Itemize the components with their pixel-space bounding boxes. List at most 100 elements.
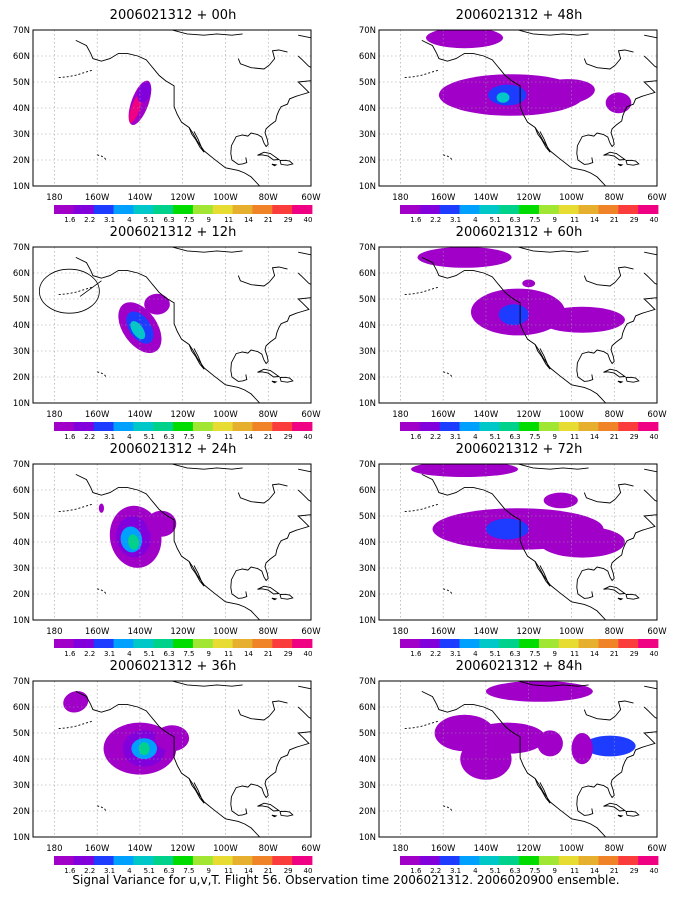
legend-swatch <box>400 639 421 648</box>
legend-label: 3.1 <box>450 433 461 441</box>
map-panel-5: 2006021312 + 72h 10N 20N 30N 40N 50N 60N 70N 180… <box>346 434 692 659</box>
legend-label: 14 <box>590 433 599 441</box>
legend-label: 2.2 <box>430 216 441 224</box>
legend-swatch <box>292 639 313 648</box>
legend-label: 9 <box>207 216 211 224</box>
lon-label: 100W <box>213 193 238 203</box>
lon-label: 140W <box>474 410 499 420</box>
legend-label: 29 <box>284 650 293 658</box>
legend-swatch <box>578 422 599 431</box>
panel-title: 2006021312 + 84h <box>455 659 583 674</box>
panel-title: 2006021312 + 36h <box>109 659 237 674</box>
legend-swatch <box>598 422 619 431</box>
lon-label: 120W <box>516 193 541 203</box>
legend-label: 7.5 <box>183 433 194 441</box>
legend-swatch <box>400 205 421 214</box>
legend-label: 11 <box>224 867 233 875</box>
map-plot: 10N 20N 30N 40N 50N 60N 70N 180 160W 140W 120W 100W… <box>359 243 667 441</box>
legend-label: 21 <box>610 216 619 224</box>
variance-region <box>537 730 563 757</box>
legend-swatch <box>479 205 500 214</box>
variance-region <box>411 464 518 477</box>
legend-swatch <box>439 422 460 431</box>
legend-label: 9 <box>553 867 557 875</box>
legend-label: 29 <box>630 650 639 658</box>
legend-swatch <box>292 422 313 431</box>
legend-swatch <box>519 422 540 431</box>
variance-region <box>543 492 578 509</box>
lat-label: 60N <box>359 486 376 496</box>
legend-swatch <box>439 639 460 648</box>
legend-label: 9 <box>207 867 211 875</box>
lon-label: 140W <box>128 193 153 203</box>
figure-caption: Signal Variance for u,v,T. Flight 56. Ob… <box>72 873 620 887</box>
legend-label: 5.1 <box>490 433 501 441</box>
legend-label: 7.5 <box>529 650 540 658</box>
legend-label: 5.1 <box>490 867 501 875</box>
legend-swatch <box>479 639 500 648</box>
legend-label: 2.2 <box>84 216 95 224</box>
variance-region <box>496 92 510 103</box>
legend-swatch <box>113 856 134 865</box>
lon-label: 80W <box>605 410 625 420</box>
lat-label: 70N <box>359 243 376 253</box>
map-panel-4: 2006021312 + 24h 10N 20N 30N 40N 50N 60N 70N 180… <box>0 434 346 659</box>
lon-label: 60W <box>301 410 321 420</box>
legend-swatch <box>73 205 95 214</box>
lon-label: 120W <box>516 627 541 637</box>
legend-swatch <box>93 856 114 865</box>
legend-swatch <box>133 639 154 648</box>
lat-label: 10N <box>13 616 30 626</box>
legend-label: 5.1 <box>144 650 155 658</box>
legend-label: 1.6 <box>410 216 422 224</box>
legend-label: 9 <box>553 433 557 441</box>
lon-label: 140W <box>474 844 499 854</box>
legend-label: 3.1 <box>104 433 115 441</box>
lat-label: 50N <box>359 729 376 739</box>
legend-swatch <box>54 422 75 431</box>
legend-swatch <box>93 422 114 431</box>
lat-label: 30N <box>13 130 30 140</box>
legend-label: 7.5 <box>529 867 540 875</box>
map-plot: 10N 20N 30N 40N 50N 60N 70N 180 160W 140W 120W 100W… <box>13 677 321 875</box>
legend-label: 3.1 <box>450 216 461 224</box>
legend-swatch <box>558 205 580 214</box>
lon-label: 80W <box>605 844 625 854</box>
map-panel-7: 2006021312 + 84h 10N 20N 30N 40N 50N 60N 70N 180… <box>346 651 692 876</box>
lat-label: 40N <box>13 755 30 765</box>
legend-label: 29 <box>630 867 639 875</box>
legend-swatch <box>133 422 154 431</box>
panel-title: 2006021312 + 60h <box>455 225 583 240</box>
lat-label: 20N <box>13 807 30 817</box>
legend-swatch <box>212 422 234 431</box>
legend-label: 21 <box>610 650 619 658</box>
lat-label: 70N <box>359 677 376 687</box>
legend-swatch <box>232 205 253 214</box>
lat-label: 20N <box>359 590 376 600</box>
variance-region <box>154 725 190 752</box>
legend-swatch <box>113 639 134 648</box>
legend-label: 29 <box>630 216 639 224</box>
legend-label: 1.6 <box>64 433 76 441</box>
lon-label: 120W <box>170 193 195 203</box>
lon-label: 80W <box>259 627 279 637</box>
legend-swatch <box>192 422 214 431</box>
legend-label: 2.2 <box>430 867 441 875</box>
lat-label: 50N <box>359 512 376 522</box>
legend-swatch <box>598 205 619 214</box>
lon-label: 180 <box>392 193 408 203</box>
lon-label: 80W <box>259 410 279 420</box>
legend-swatch <box>578 856 599 865</box>
variance-region <box>485 518 529 540</box>
legend-swatch <box>538 856 560 865</box>
legend-swatch <box>519 639 540 648</box>
lat-label: 10N <box>359 833 376 843</box>
map-plot: 10N 20N 30N 40N 50N 60N 70N 180 160W 140W 120W 100W… <box>359 26 667 224</box>
lat-label: 40N <box>13 321 30 331</box>
legend-swatch <box>173 856 194 865</box>
legend-swatch <box>400 856 421 865</box>
map-panel-2: 2006021312 + 12h 10N 20N 30N 40N 50N 60N 70N 180… <box>0 217 346 442</box>
legend-label: 5.1 <box>144 433 155 441</box>
legend-label: 9 <box>553 216 557 224</box>
legend-label: 7.5 <box>529 216 540 224</box>
